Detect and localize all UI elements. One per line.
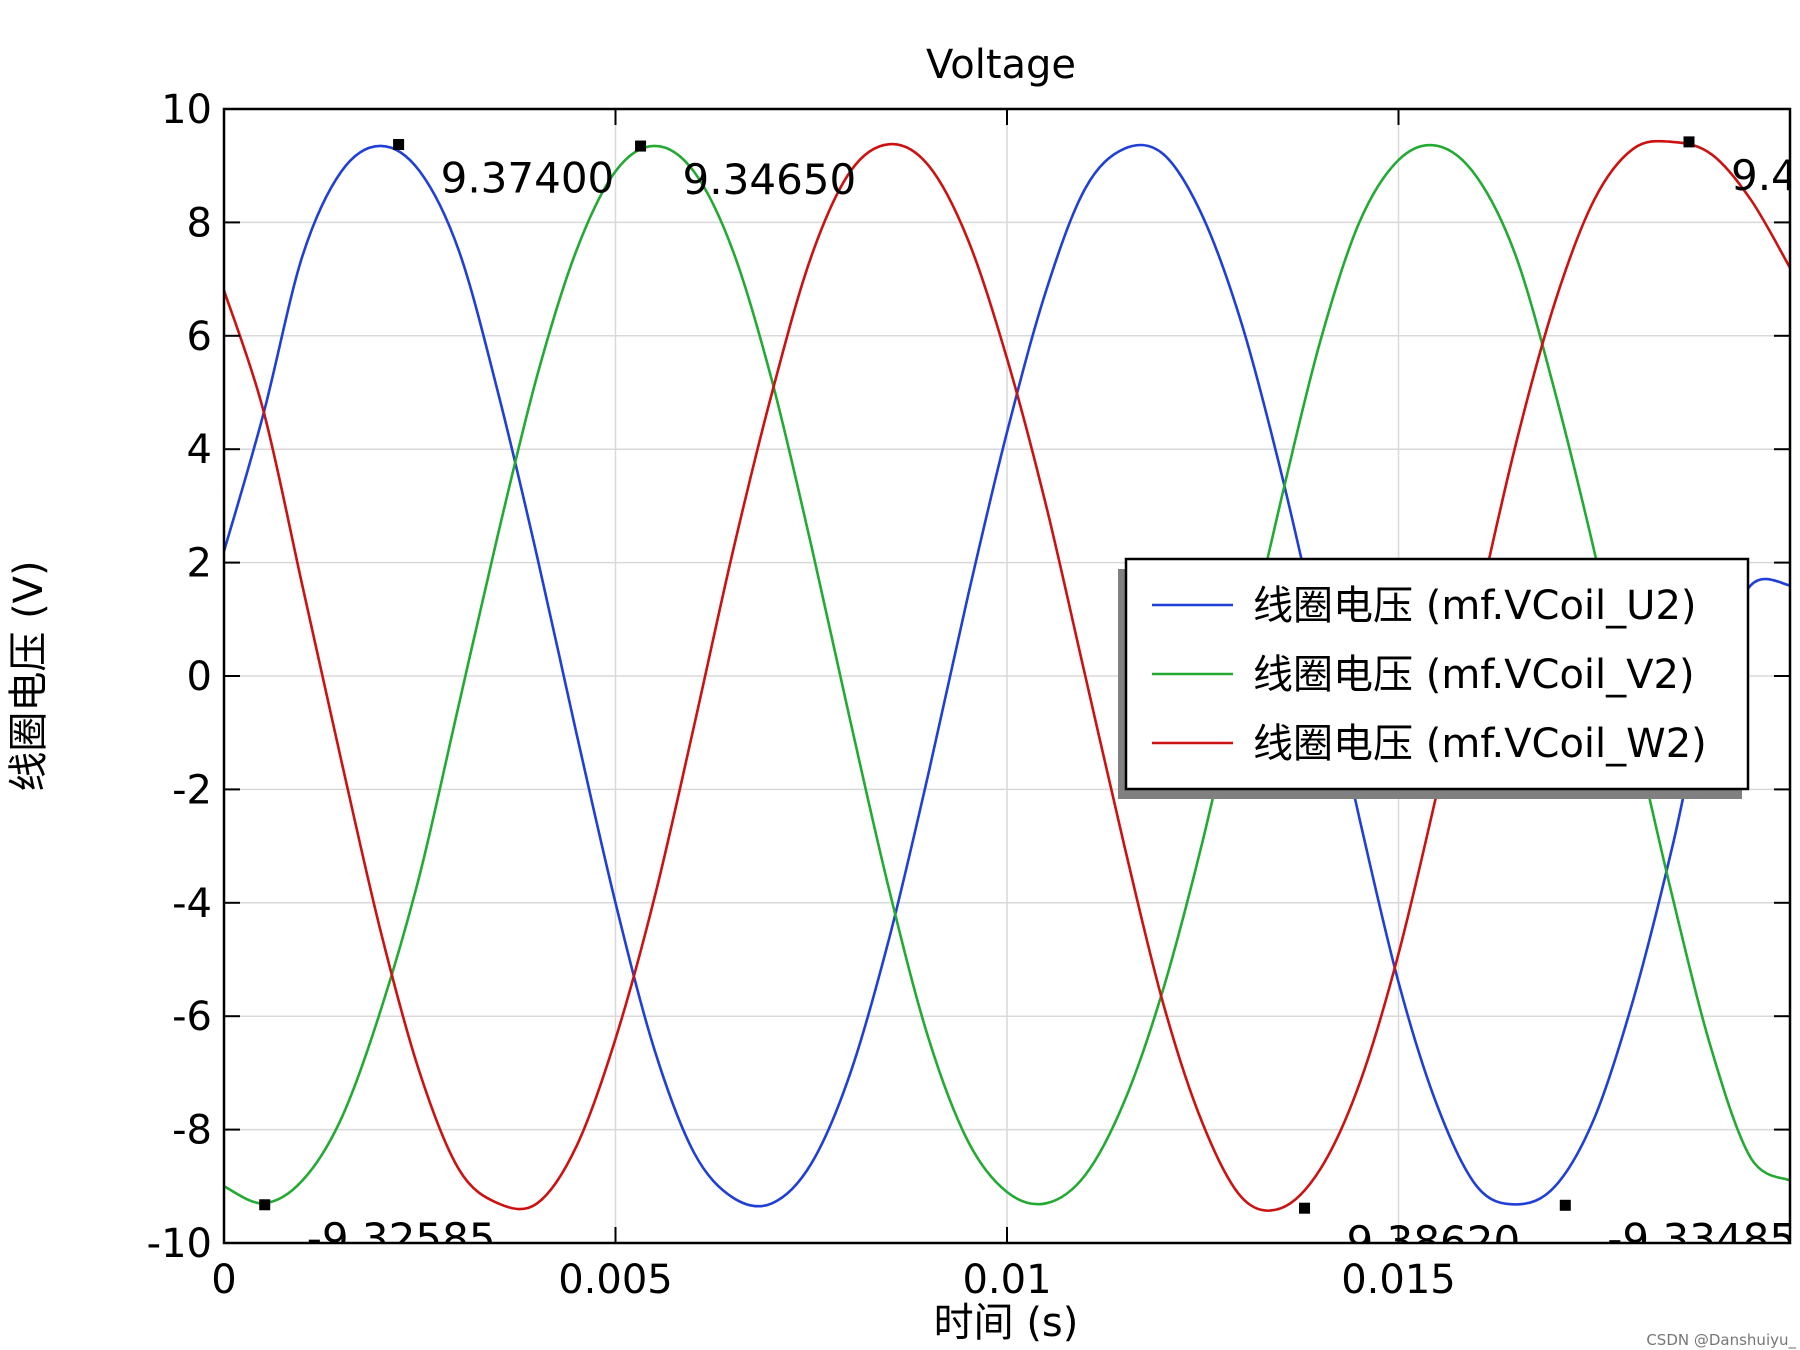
marker-annotation: 9.38620 xyxy=(1347,1217,1521,1266)
y-tick-label: -10 xyxy=(147,1221,212,1267)
x-tick-label: 0.005 xyxy=(558,1257,673,1303)
legend-label: 线圈电压 (mf.VCoil_U2) xyxy=(1253,583,1697,629)
y-tick-label: -6 xyxy=(172,994,212,1040)
marker-annotation: 9.37400 xyxy=(441,153,615,202)
marker-point xyxy=(1299,1202,1311,1214)
y-tick-label: 10 xyxy=(161,87,212,133)
chart-title: Voltage xyxy=(926,42,1076,88)
y-tick-label: 8 xyxy=(187,200,212,246)
marker-point xyxy=(635,140,647,152)
series-layer xyxy=(224,139,1790,1212)
marker-point xyxy=(393,138,405,150)
axis-ticks: -10 -8 -6 -4 -2 0 2 4 6 8 10 0 0.005 0.01 0.015 xyxy=(147,87,1790,1303)
series-v2-line xyxy=(224,143,1790,1206)
y-tick-label: -2 xyxy=(172,767,212,813)
x-tick-label: 0.015 xyxy=(1341,1257,1456,1303)
y-tick-label: -8 xyxy=(172,1108,212,1154)
marker-annotation: 9.4 xyxy=(1731,151,1798,200)
y-tick-label: 0 xyxy=(187,654,212,700)
legend-label: 线圈电压 (mf.VCoil_W2) xyxy=(1253,721,1707,767)
y-axis-label: 线圈电压 (V) xyxy=(6,560,52,791)
marker-point xyxy=(1559,1199,1571,1211)
marker-annotation: 9.34650 xyxy=(683,155,857,204)
legend-label: 线圈电压 (mf.VCoil_V2) xyxy=(1253,652,1695,698)
x-axis-label: 时间 (s) xyxy=(934,1300,1079,1346)
marker-point xyxy=(259,1199,271,1211)
y-tick-label: 4 xyxy=(187,427,212,473)
marker-annotation: -9.32585 xyxy=(307,1214,496,1263)
marker-annotation: -9.33485 xyxy=(1607,1214,1796,1263)
x-tick-label: 0.01 xyxy=(962,1257,1051,1303)
series-u2-line xyxy=(224,143,1790,1208)
y-tick-label: 2 xyxy=(187,541,212,587)
marker-point xyxy=(1683,136,1695,148)
watermark: CSDN @Danshuiyu_ xyxy=(1646,1331,1796,1350)
y-tick-label: -4 xyxy=(172,881,212,927)
y-tick-label: 6 xyxy=(187,314,212,360)
legend: 线圈电压 (mf.VCoil_U2) 线圈电压 (mf.VCoil_V2) 线圈电压… xyxy=(1118,557,1750,799)
grid-lines xyxy=(224,109,1790,1243)
marker-layer: 9.37400 9.34650 -9.32585 9.38620 -9.33485 9.4 xyxy=(259,136,1798,1266)
series-w2-line xyxy=(224,139,1790,1212)
x-tick-label: 0 xyxy=(211,1257,236,1303)
